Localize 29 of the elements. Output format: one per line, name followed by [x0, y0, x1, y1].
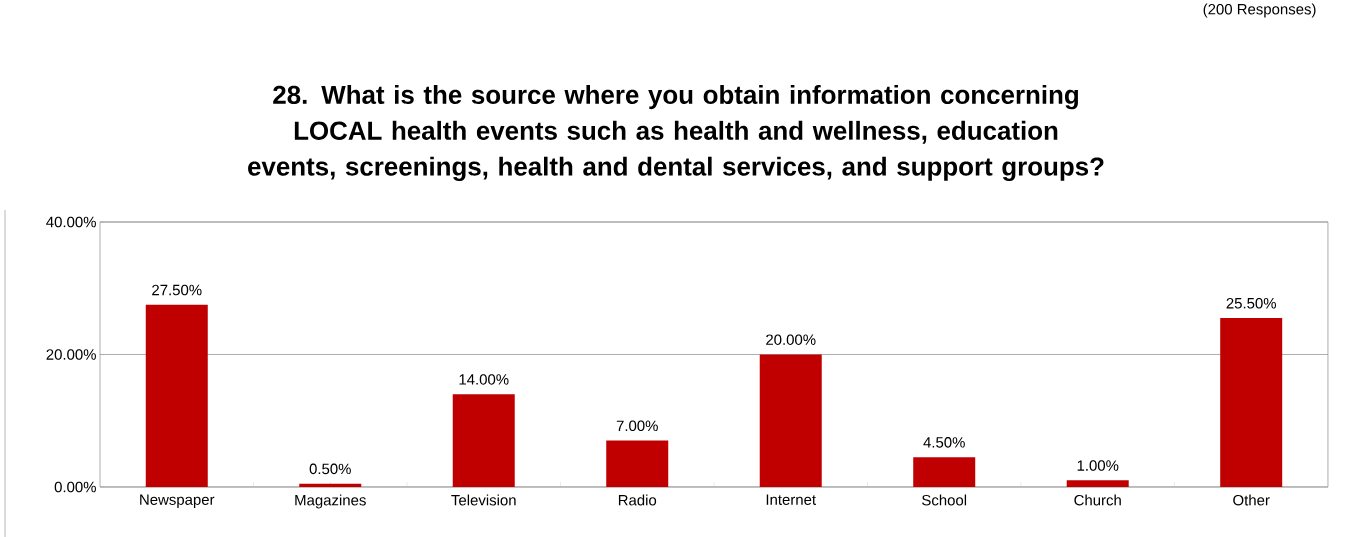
data-label: 4.50%: [923, 437, 965, 448]
bar: [1220, 318, 1283, 487]
x-tick-label: Church: [1074, 494, 1121, 506]
x-tick-label: Magazines: [295, 494, 366, 509]
data-label: 7.00%: [616, 420, 658, 432]
bar: [452, 394, 515, 487]
x-tick-label: Other: [1233, 494, 1270, 506]
bar: [299, 483, 362, 487]
y-tick-label: 40.00%: [46, 216, 96, 228]
data-label: 27.50%: [152, 284, 202, 296]
x-tick-label: Internet: [766, 494, 816, 505]
bar: [759, 354, 822, 487]
x-tick-label: School: [922, 494, 967, 506]
y-tick-label: 0.00%: [54, 481, 96, 493]
bar: [1066, 480, 1129, 487]
chart-title: 28. What is the source where you obtain information concerning LOCAL health events such as health and wellness, education events, screenings, health and dental services, and support groups?: [248, 85, 1104, 181]
bar: [145, 304, 208, 487]
bar: [913, 457, 976, 487]
data-label: 1.00%: [1077, 460, 1119, 471]
x-tick-label: Radio: [618, 494, 657, 506]
bar: [606, 440, 669, 487]
data-label: 14.00%: [459, 374, 509, 385]
data-label: 20.00%: [766, 334, 816, 345]
x-tick-label: Newspaper: [140, 494, 215, 508]
y-tick-label: 20.00%: [46, 349, 96, 360]
data-label: 0.50%: [309, 463, 351, 475]
x-tick-label: Television: [451, 494, 516, 506]
text: (200 Responses): [1203, 3, 1316, 18]
data-label: 25.50%: [1226, 297, 1277, 309]
